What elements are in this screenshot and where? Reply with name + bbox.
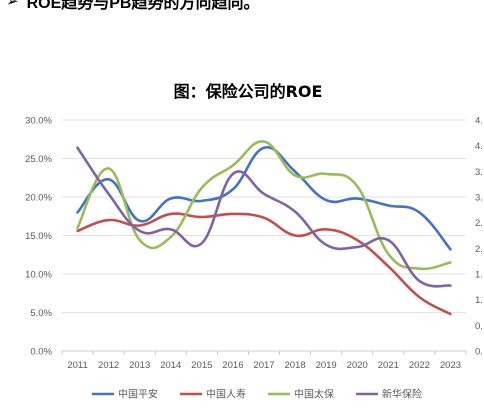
- y-axis-right-ticks: 0. 0. 1. 1. 2. 2. 3. 3. 4. 4.: [475, 116, 483, 358]
- arrow-bullet-icon: ➢: [6, 0, 19, 10]
- series-lines: [76, 140, 452, 316]
- chart-title: 图：保险公司的ROE: [174, 82, 323, 101]
- right-y-tick-label: 4.: [475, 116, 483, 127]
- right-y-tick-label: 4.: [475, 141, 483, 152]
- legend: 中国平安 中国人寿 中国太保 新华保险: [92, 388, 422, 401]
- series-line-3: [76, 140, 452, 271]
- x-tick-label: 2015: [191, 360, 212, 371]
- x-tick-label: 2022: [409, 360, 430, 371]
- x-tick-label: 2016: [222, 360, 243, 371]
- y-tick-label: 15.0%: [25, 231, 52, 242]
- x-tick-label: 2017: [253, 360, 274, 371]
- x-tick-label: 2020: [347, 360, 368, 371]
- right-y-tick-label: 1.: [475, 295, 483, 306]
- right-y-tick-label: 3.: [475, 167, 483, 178]
- y-axis-left-ticks: 0.0% 5.0% 10.0% 15.0% 20.0% 25.0% 30.0%: [25, 116, 52, 358]
- right-y-tick-label: 3.: [475, 193, 483, 204]
- x-tick-label: 2021: [378, 360, 399, 371]
- x-tick-label: 2018: [285, 360, 306, 371]
- y-tick-label: 30.0%: [25, 116, 52, 127]
- header-text: ROE趋势与PB趋势的方向趋同。: [26, 0, 260, 12]
- x-axis-ticks: 2011 2012 2013 2014 2015 2016 2017 2018 2019 2020…: [61, 351, 467, 371]
- x-tick-label: 2011: [67, 360, 87, 371]
- y-tick-label: 20.0%: [25, 193, 52, 204]
- right-y-tick-label: 0.: [475, 321, 483, 332]
- legend-label: 新华保险: [382, 388, 422, 401]
- legend-label: 中国平安: [118, 388, 158, 401]
- series-line-1: [76, 146, 452, 251]
- right-y-tick-label: 0.: [475, 347, 483, 358]
- gridlines: [62, 119, 466, 352]
- y-tick-label: 25.0%: [25, 154, 52, 165]
- legend-label: 中国人寿: [206, 388, 246, 401]
- right-y-tick-label: 2.: [475, 218, 483, 229]
- y-tick-label: 10.0%: [25, 270, 52, 281]
- x-tick-label: 2012: [98, 360, 119, 371]
- y-tick-label: 5.0%: [30, 308, 52, 319]
- right-y-tick-label: 2.: [475, 244, 483, 255]
- x-tick-label: 2014: [160, 360, 181, 371]
- x-tick-label: 2023: [440, 360, 461, 371]
- y-tick-label: 0.0%: [30, 347, 52, 358]
- x-tick-label: 2013: [129, 360, 150, 371]
- legend-label: 中国太保: [294, 388, 334, 401]
- x-tick-label: 2019: [316, 360, 337, 371]
- right-y-tick-label: 1.: [475, 270, 483, 281]
- series-line-2: [76, 212, 452, 316]
- header-bullet-line: ➢ ROE趋势与PB趋势的方向趋同。: [6, 0, 260, 12]
- series-line-4: [76, 146, 452, 288]
